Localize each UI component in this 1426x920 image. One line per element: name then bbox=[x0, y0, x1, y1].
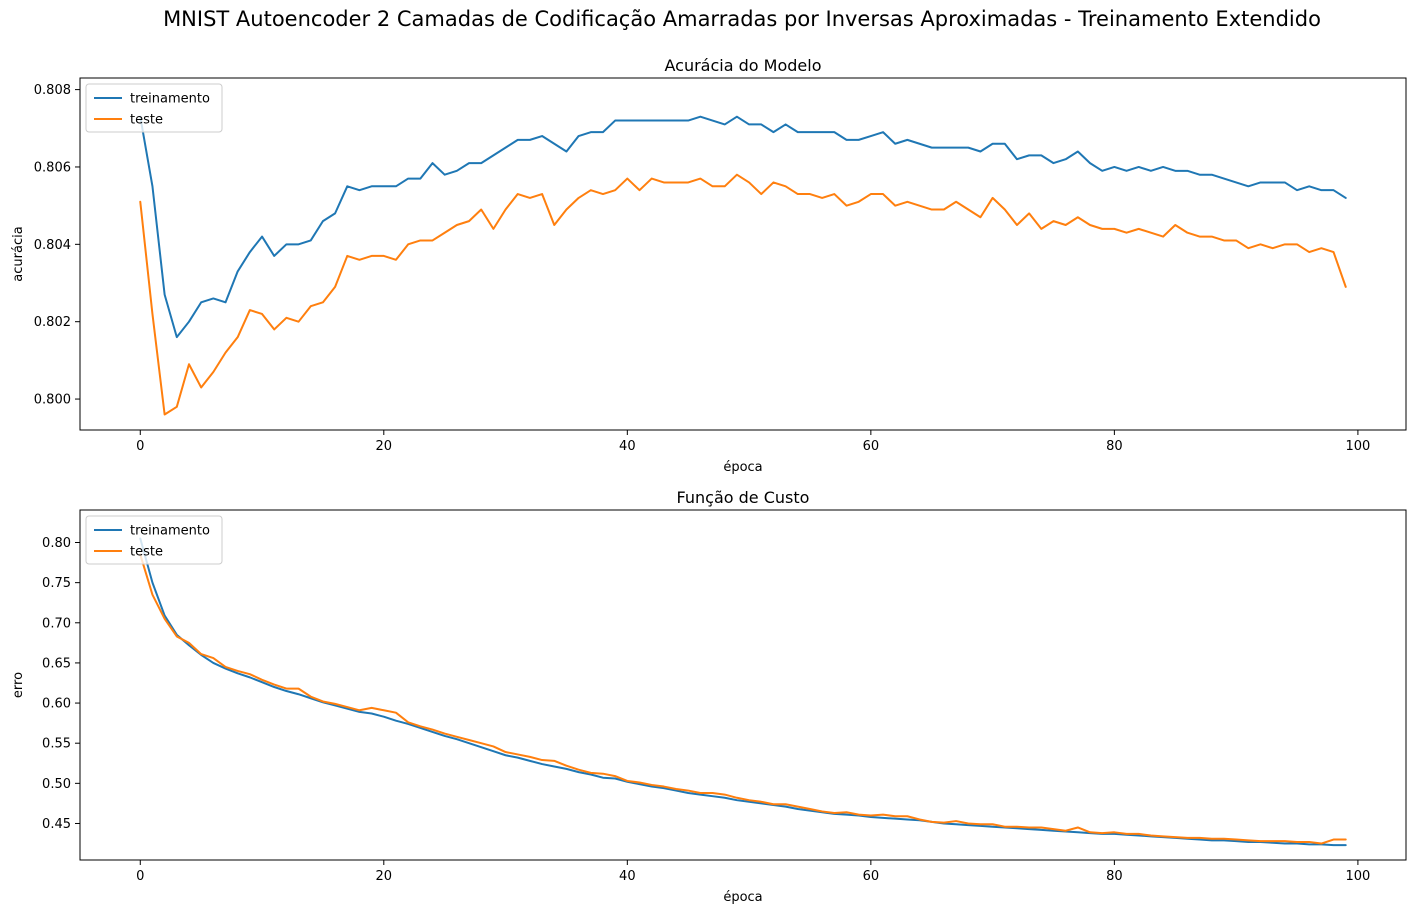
loss-y-tick-label: 0.70 bbox=[42, 616, 71, 631]
accuracy-x-tick-label: 100 bbox=[1345, 439, 1370, 454]
loss-y-axis-label: erro bbox=[11, 672, 26, 698]
accuracy-legend-label-teste: teste bbox=[130, 113, 163, 128]
loss-series-treinamento-line bbox=[139, 537, 1347, 847]
loss-x-tick-label: 40 bbox=[619, 869, 636, 884]
accuracy-x-tick-label: 60 bbox=[863, 439, 880, 454]
loss-legend: treinamento teste bbox=[85, 515, 223, 565]
accuracy-y-tick-label: 0.800 bbox=[34, 393, 71, 408]
figure-suptitle: MNIST Autoencoder 2 Camadas de Codificaç… bbox=[163, 7, 1321, 31]
loss-plot-frame bbox=[79, 509, 1407, 861]
loss-y-tick-label: 0.50 bbox=[42, 777, 71, 792]
accuracy-chart-title: Acurácia do Modelo bbox=[665, 56, 822, 75]
accuracy-x-tick-label: 0 bbox=[136, 439, 144, 454]
accuracy-legend-label-treinamento: treinamento bbox=[130, 92, 210, 107]
loss-legend-label-treinamento: treinamento bbox=[130, 524, 210, 539]
accuracy-x-tick-label: 40 bbox=[619, 439, 636, 454]
loss-y-tick-label: 0.55 bbox=[42, 737, 71, 752]
loss-x-axis-label: época bbox=[723, 890, 762, 905]
loss-x-tick-label: 100 bbox=[1345, 869, 1370, 884]
accuracy-plot-frame bbox=[79, 77, 1407, 431]
loss-series-group bbox=[139, 537, 1347, 847]
accuracy-chart: Acurácia do Modelo 0 20 40 60 80 100 0.800 0.802… bbox=[11, 56, 1407, 475]
loss-y-tick-label: 0.60 bbox=[42, 697, 71, 712]
accuracy-series-treinamento-line bbox=[139, 115, 1347, 339]
accuracy-legend: treinamento teste bbox=[85, 83, 223, 133]
accuracy-x-axis-label: época bbox=[723, 460, 762, 475]
loss-series-teste-line bbox=[139, 553, 1347, 845]
accuracy-y-axis-label: acurácia bbox=[11, 226, 26, 281]
accuracy-y-tick-label: 0.804 bbox=[34, 238, 71, 253]
loss-y-tick-label: 0.80 bbox=[42, 536, 71, 551]
loss-x-tick-label: 20 bbox=[376, 869, 393, 884]
accuracy-series-group bbox=[139, 115, 1347, 416]
loss-y-tick-label: 0.45 bbox=[42, 817, 71, 832]
loss-y-tick-label: 0.65 bbox=[42, 656, 71, 671]
accuracy-y-tick-label: 0.802 bbox=[34, 315, 71, 330]
accuracy-y-tick-label: 0.808 bbox=[34, 83, 71, 98]
loss-x-tick-label: 80 bbox=[1106, 869, 1123, 884]
accuracy-x-tick-label: 80 bbox=[1106, 439, 1123, 454]
loss-legend-label-teste: teste bbox=[130, 545, 163, 560]
accuracy-series-teste-line bbox=[139, 173, 1347, 416]
accuracy-x-tick-label: 20 bbox=[376, 439, 393, 454]
loss-y-tick-label: 0.75 bbox=[42, 576, 71, 591]
loss-x-tick-label: 60 bbox=[863, 869, 880, 884]
accuracy-y-tick-label: 0.806 bbox=[34, 160, 71, 175]
loss-x-tick-label: 0 bbox=[136, 869, 144, 884]
loss-chart-title: Função de Custo bbox=[677, 488, 810, 507]
loss-chart: Função de Custo 0 20 40 60 80 100 0.45 0.50 0.55 0… bbox=[11, 488, 1407, 905]
